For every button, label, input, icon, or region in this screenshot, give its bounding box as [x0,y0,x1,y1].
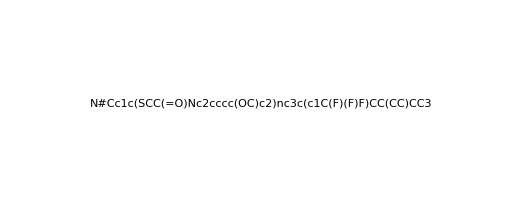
Text: N#Cc1c(SCC(=O)Nc2cccc(OC)c2)nc3c(c1C(F)(F)F)CC(CC)CC3: N#Cc1c(SCC(=O)Nc2cccc(OC)c2)nc3c(c1C(F)(… [90,98,432,108]
